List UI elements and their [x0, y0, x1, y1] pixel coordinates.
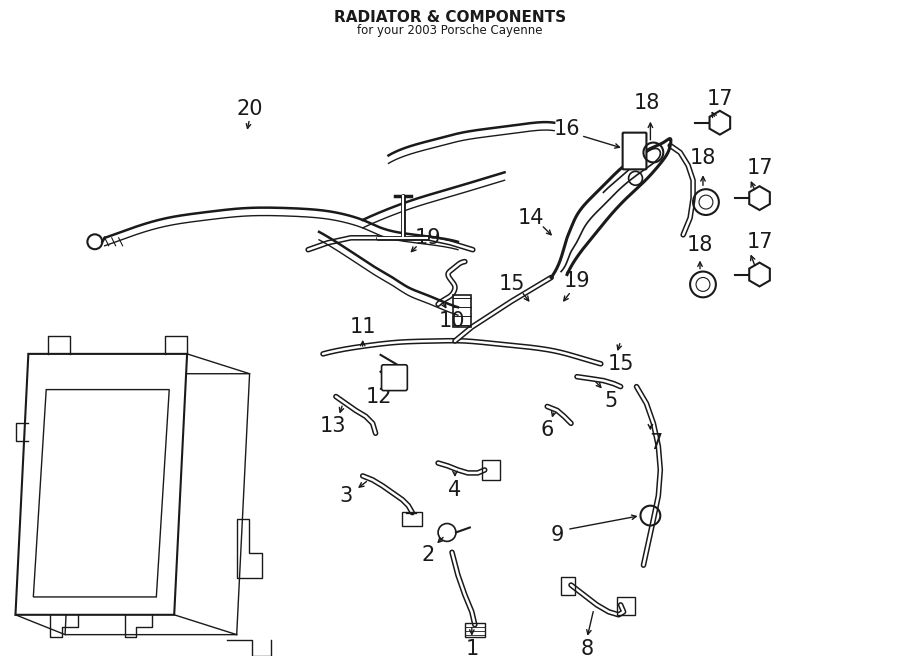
Text: 17: 17 [706, 89, 733, 109]
Text: 9: 9 [551, 525, 563, 545]
Text: 19: 19 [415, 228, 442, 248]
Text: 17: 17 [746, 232, 773, 252]
Text: 4: 4 [448, 480, 462, 500]
Text: 7: 7 [650, 433, 663, 453]
Bar [482, 460, 500, 480]
FancyBboxPatch shape [382, 365, 408, 391]
Text: 10: 10 [438, 311, 465, 331]
Text: 5: 5 [604, 391, 617, 410]
Text: 17: 17 [746, 159, 773, 178]
Text: 13: 13 [320, 416, 346, 436]
Text: RADIATOR & COMPONENTS: RADIATOR & COMPONENTS [334, 10, 566, 24]
Text: 20: 20 [237, 99, 263, 119]
Text: 16: 16 [554, 119, 580, 139]
Text: 12: 12 [365, 387, 392, 407]
Bar [465, 623, 485, 637]
Text: 18: 18 [634, 93, 660, 113]
Text: 2: 2 [421, 545, 435, 565]
Bar [616, 597, 634, 615]
Text: 1: 1 [465, 639, 479, 658]
Bar [402, 512, 422, 525]
Text: for your 2003 Porsche Cayenne: for your 2003 Porsche Cayenne [357, 24, 543, 36]
Text: 3: 3 [339, 486, 353, 506]
Text: 8: 8 [580, 639, 593, 658]
Text: 6: 6 [541, 420, 554, 440]
FancyBboxPatch shape [623, 133, 646, 169]
Text: 15: 15 [608, 354, 634, 374]
Text: 19: 19 [563, 272, 590, 292]
Bar [561, 577, 575, 595]
Text: 11: 11 [349, 317, 376, 337]
Text: 14: 14 [518, 208, 544, 228]
Text: 15: 15 [499, 274, 525, 294]
Bar [453, 295, 471, 327]
Text: 18: 18 [689, 149, 716, 169]
Polygon shape [15, 354, 187, 615]
Text: 18: 18 [687, 235, 713, 254]
